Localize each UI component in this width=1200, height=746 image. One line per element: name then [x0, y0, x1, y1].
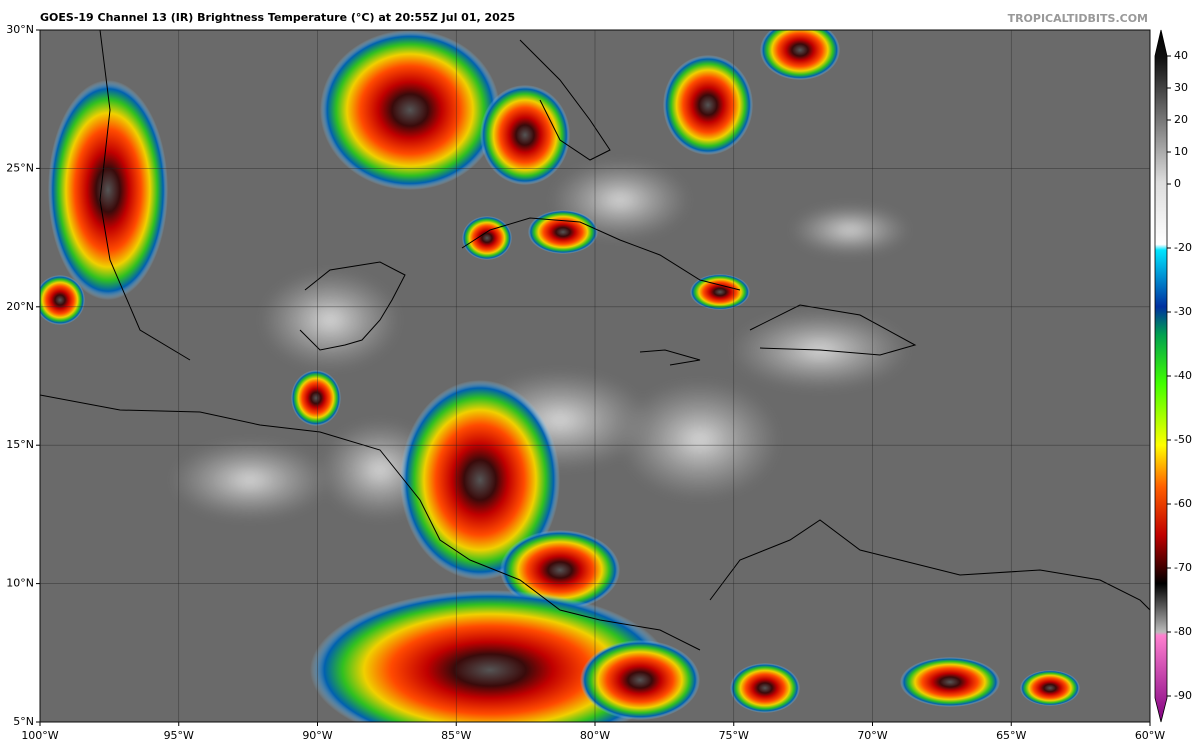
y-tick-label: 15°N [6, 438, 34, 451]
x-tick-label: 100°W [21, 729, 58, 742]
credit: TROPICALTIDBITS.COM [1008, 12, 1148, 25]
colorbar-tick-label: -90 [1174, 689, 1192, 702]
colorbar-tick-label: 30 [1174, 81, 1188, 94]
colorbar-tick-label: -80 [1174, 625, 1192, 638]
x-tick-label: 60°W [1135, 729, 1165, 742]
x-tick-label: 85°W [441, 729, 471, 742]
x-tick-label: 75°W [719, 729, 749, 742]
colorbar-tick-label: 0 [1174, 177, 1181, 190]
x-tick-label: 95°W [164, 729, 194, 742]
colorbar-tick-label: 10 [1174, 145, 1188, 158]
y-tick-label: 10°N [6, 577, 34, 590]
colorbar-tick-label: -30 [1174, 305, 1192, 318]
colorbar-tick-label: -20 [1174, 241, 1192, 254]
x-tick-label: 80°W [580, 729, 610, 742]
colorbar-tick-label: -40 [1174, 369, 1192, 382]
colorbar-tick-label: 40 [1174, 49, 1188, 62]
colorbar-tick-label: -60 [1174, 497, 1192, 510]
colorbar [1154, 29, 1168, 723]
colorbar-tick-label: 20 [1174, 113, 1188, 126]
y-tick-label: 30°N [6, 23, 34, 36]
map-title: GOES-19 Channel 13 (IR) Brightness Tempe… [40, 11, 515, 24]
y-tick-label: 20°N [6, 300, 34, 313]
x-tick-label: 65°W [996, 729, 1026, 742]
x-tick-label: 70°W [857, 729, 887, 742]
y-tick-label: 25°N [6, 161, 34, 174]
y-tick-label: 5°N [13, 715, 34, 728]
x-tick-label: 90°W [302, 729, 332, 742]
satellite-image [40, 30, 1150, 722]
colorbar-tick-label: -70 [1174, 561, 1192, 574]
colorbar-tick-label: -50 [1174, 433, 1192, 446]
